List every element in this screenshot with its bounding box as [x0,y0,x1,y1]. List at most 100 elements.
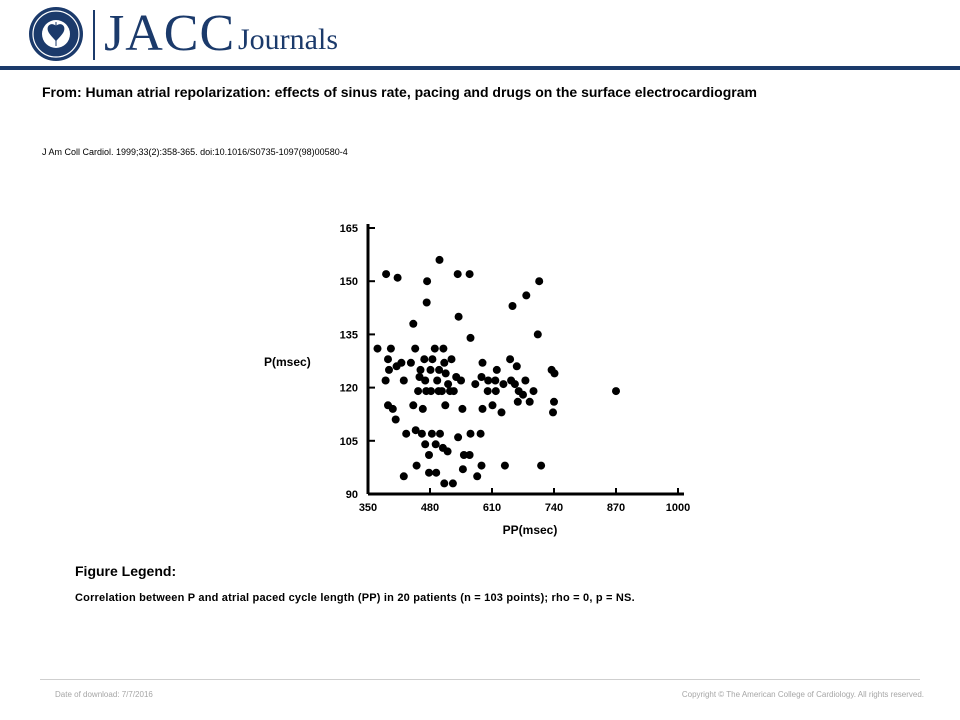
data-point [441,369,450,378]
data-point [550,369,559,378]
data-point [391,415,400,424]
data-point [425,468,433,477]
data-point [529,387,538,396]
article-title: From: Human atrial repolarization: effec… [42,84,757,100]
y-tick-label: 135 [340,329,358,341]
data-point [373,344,382,353]
data-point [458,465,467,474]
x-tick-label: 870 [607,502,625,514]
data-point [535,277,544,286]
y-tick-label: 120 [340,383,358,395]
data-point [437,387,446,396]
data-point [483,387,492,396]
data-point [550,397,558,406]
data-point [416,365,425,374]
x-axis-label: PP(msec) [503,523,558,537]
data-point [428,355,437,364]
data-point [417,429,426,438]
data-point [392,362,401,371]
data-point [477,373,486,381]
acc-seal-logo [29,7,83,61]
x-tick-label: 740 [545,502,563,514]
x-tick-label: 480 [421,502,439,514]
data-point [512,362,521,371]
data-point [393,273,402,282]
data-point [386,344,395,353]
legend-heading: Figure Legend: [75,563,177,579]
data-point [433,376,442,385]
data-point [430,344,439,353]
data-point [491,387,500,396]
copyright-notice: Copyright © The American College of Card… [681,690,924,699]
data-point [508,302,517,310]
data-point [519,390,527,399]
data-point [447,355,456,364]
data-point [457,376,465,385]
data-point [432,468,441,477]
data-point [421,440,430,449]
data-point [423,277,432,286]
data-point [399,472,408,481]
brand-logo-suffix: Journals [238,23,338,56]
data-point [440,358,449,367]
legend-text: Correlation between P and atrial paced c… [75,592,635,604]
data-point [384,355,392,364]
data-point [431,440,440,449]
data-point [435,365,444,374]
data-point [439,344,448,353]
data-point [473,472,482,481]
scatter-figure: 90 105 120 135 150 165 350 480 610 740 870 1000 PP(m… [262,208,702,544]
data-point [612,387,620,396]
data-point [471,380,480,389]
data-point [412,461,421,470]
data-point [420,355,429,364]
data-point [476,429,485,438]
data-point [537,461,546,470]
data-point [478,358,487,367]
data-point [549,408,557,417]
download-date: Date of download: 7/7/2016 [55,690,153,699]
data-point [448,479,457,488]
data-point [454,312,463,321]
data-point [427,387,435,396]
data-point [409,401,418,410]
logo-divider [93,10,95,60]
data-point [500,461,509,470]
data-point [521,376,530,385]
data-point [406,358,415,367]
data-point [435,255,444,264]
data-point [402,429,411,438]
data-point [478,404,487,413]
data-point [414,387,423,396]
y-axis-label: P(msec) [264,355,311,369]
x-tick-label: 1000 [666,502,690,514]
data-point [454,433,463,442]
brand-logo-text: JACC [104,5,236,62]
data-point [477,461,486,470]
data-point [522,291,531,300]
data-point [492,365,501,374]
data-point [422,298,431,307]
data-point [533,330,542,339]
data-point [444,380,453,389]
scatter-chart: 90 105 120 135 150 165 350 480 610 740 870 1000 PP(m… [264,223,690,537]
data-point [381,376,390,385]
data-point [499,380,508,389]
data-point [465,451,474,459]
data-point [458,404,467,413]
data-point [449,387,458,396]
article-citation: J Am Coll Cardiol. 1999;33(2):358-365. d… [42,147,348,157]
y-tick-label: 165 [340,223,358,235]
data-point [441,401,450,410]
x-tick-label: 610 [483,502,501,514]
data-point [466,333,475,342]
data-point [453,270,462,279]
data-point [425,451,433,459]
data-point [385,365,393,374]
y-tick-label: 90 [346,489,358,501]
y-tick-label: 150 [340,276,358,288]
header-rule [0,66,960,70]
data-point [427,429,436,438]
data-point [506,355,515,364]
data-point [399,376,408,385]
